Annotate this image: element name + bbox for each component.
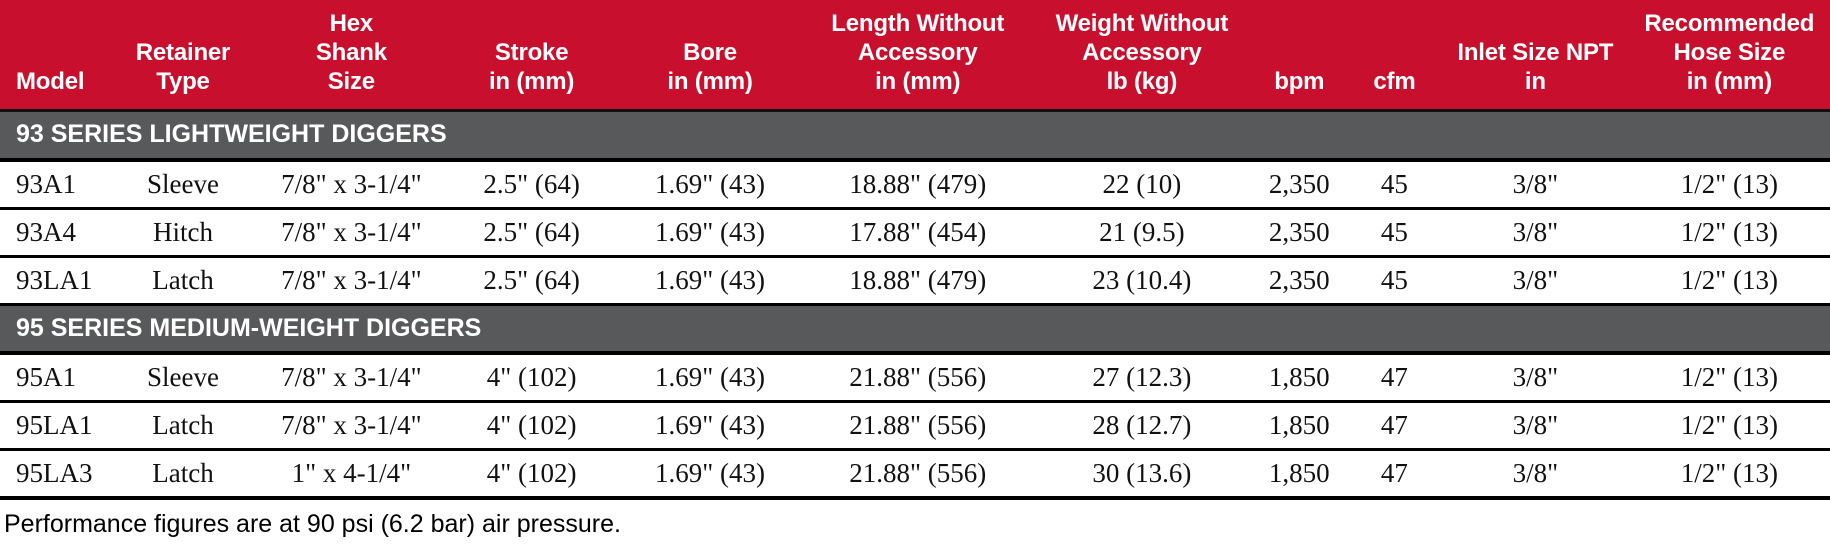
- data-cell-bore: 1.69" (43): [616, 208, 804, 258]
- column-header-inlet: Inlet Size NPT in: [1442, 0, 1629, 112]
- data-cell-weight: 30 (13.6): [1032, 449, 1252, 501]
- data-cell-length: 18.88" (479): [803, 159, 1033, 210]
- data-cell-hex: 7/8" x 3-1/4": [256, 401, 447, 452]
- data-cell-hose: 1/2" (13): [1628, 256, 1830, 306]
- model-cell: 93A1: [0, 159, 110, 210]
- data-cell-bpm: 2,350: [1251, 159, 1347, 210]
- data-cell-bpm: 2,350: [1251, 256, 1347, 306]
- data-cell-hex: 7/8" x 3-1/4": [256, 208, 447, 258]
- data-cell-inlet: 3/8": [1442, 159, 1629, 210]
- data-cell-weight: 23 (10.4): [1032, 256, 1252, 306]
- data-cell-bpm: 1,850: [1251, 401, 1347, 452]
- data-cell-inlet: 3/8": [1442, 401, 1629, 452]
- data-cell-retainer: Hitch: [109, 208, 257, 258]
- data-cell-bpm: 1,850: [1251, 353, 1347, 404]
- section-row: 95 SERIES MEDIUM-WEIGHT DIGGERS: [0, 302, 1830, 356]
- data-cell-weight: 28 (12.7): [1032, 401, 1252, 452]
- header-row: Model Retainer Type Hex Shank Size Stroke i…: [0, 0, 1830, 112]
- section-title: 93 SERIES LIGHTWEIGHT DIGGERS: [0, 109, 1830, 162]
- data-cell-stroke: 4" (102): [446, 353, 617, 404]
- data-cell-retainer: Sleeve: [109, 353, 257, 404]
- data-cell-hose: 1/2" (13): [1628, 353, 1830, 404]
- data-cell-inlet: 3/8": [1442, 208, 1629, 258]
- column-header-hose: Recommended Hose Size in (mm): [1628, 0, 1830, 112]
- column-header-weight: Weight Without Accessory lb (kg): [1032, 0, 1252, 112]
- model-cell: 95A1: [0, 353, 110, 404]
- data-cell-hose: 1/2" (13): [1628, 401, 1830, 452]
- table-row: 95A1 Sleeve 7/8" x 3-1/4" 4" (102) 1.69" (43…: [0, 353, 1830, 404]
- column-header-bore: Bore in (mm): [616, 0, 804, 112]
- data-cell-stroke: 2.5" (64): [446, 159, 617, 210]
- data-cell-cfm: 47: [1346, 401, 1442, 452]
- column-header-retainer: Retainer Type: [109, 0, 257, 112]
- data-cell-hose: 1/2" (13): [1628, 208, 1830, 258]
- data-cell-bore: 1.69" (43): [616, 256, 804, 306]
- data-cell-stroke: 4" (102): [446, 449, 617, 501]
- data-cell-length: 21.88" (556): [803, 449, 1033, 501]
- data-cell-inlet: 3/8": [1442, 256, 1629, 306]
- column-header-stroke: Stroke in (mm): [446, 0, 617, 112]
- data-cell-length: 17.88" (454): [803, 208, 1033, 258]
- data-cell-length: 21.88" (556): [803, 401, 1033, 452]
- table-body: 93 SERIES LIGHTWEIGHT DIGGERS 93A1 Sleeve 7…: [0, 109, 1830, 501]
- model-cell: 95LA3: [0, 449, 110, 501]
- spec-table: Model Retainer Type Hex Shank Size Stroke i…: [0, 0, 1830, 501]
- table-row: 93A1 Sleeve 7/8" x 3-1/4" 2.5" (64) 1.69" (4…: [0, 159, 1830, 210]
- data-cell-cfm: 47: [1346, 353, 1442, 404]
- table-row: 95LA1 Latch 7/8" x 3-1/4" 4" (102) 1.69" (43…: [0, 401, 1830, 452]
- data-cell-hose: 1/2" (13): [1628, 449, 1830, 501]
- data-cell-weight: 22 (10): [1032, 159, 1252, 210]
- data-cell-weight: 21 (9.5): [1032, 208, 1252, 258]
- data-cell-bore: 1.69" (43): [616, 401, 804, 452]
- model-cell: 93LA1: [0, 256, 110, 306]
- data-cell-stroke: 2.5" (64): [446, 256, 617, 306]
- data-cell-retainer: Latch: [109, 256, 257, 306]
- data-cell-bpm: 2,350: [1251, 208, 1347, 258]
- column-header-model: Model: [0, 0, 110, 112]
- model-cell: 95LA1: [0, 401, 110, 452]
- section-title: 95 SERIES MEDIUM-WEIGHT DIGGERS: [0, 302, 1830, 356]
- data-cell-retainer: Latch: [109, 449, 257, 501]
- data-cell-hose: 1/2" (13): [1628, 159, 1830, 210]
- performance-footnote: Performance figures are at 90 psi (6.2 b…: [4, 510, 621, 539]
- data-cell-bore: 1.69" (43): [616, 159, 804, 210]
- data-cell-weight: 27 (12.3): [1032, 353, 1252, 404]
- data-cell-hex: 7/8" x 3-1/4": [256, 256, 447, 306]
- model-cell: 93A4: [0, 208, 110, 258]
- table-header: Model Retainer Type Hex Shank Size Stroke i…: [0, 0, 1830, 112]
- data-cell-inlet: 3/8": [1442, 353, 1629, 404]
- column-header-length: Length Without Accessory in (mm): [803, 0, 1033, 112]
- data-cell-hex: 7/8" x 3-1/4": [256, 159, 447, 210]
- section-row: 93 SERIES LIGHTWEIGHT DIGGERS: [0, 109, 1830, 162]
- data-cell-stroke: 2.5" (64): [446, 208, 617, 258]
- data-cell-bore: 1.69" (43): [616, 353, 804, 404]
- table-row: 95LA3 Latch 1" x 4-1/4" 4" (102) 1.69" (43) 2…: [0, 449, 1830, 501]
- data-cell-cfm: 45: [1346, 256, 1442, 306]
- data-cell-hex: 1" x 4-1/4": [256, 449, 447, 501]
- table-row: 93A4 Hitch 7/8" x 3-1/4" 2.5" (64) 1.69" (43…: [0, 208, 1830, 258]
- data-cell-bpm: 1,850: [1251, 449, 1347, 501]
- data-cell-retainer: Latch: [109, 401, 257, 452]
- data-cell-bore: 1.69" (43): [616, 449, 804, 501]
- data-cell-length: 18.88" (479): [803, 256, 1033, 306]
- data-cell-stroke: 4" (102): [446, 401, 617, 452]
- data-cell-inlet: 3/8": [1442, 449, 1629, 501]
- data-cell-cfm: 47: [1346, 449, 1442, 501]
- column-header-cfm: cfm: [1346, 0, 1442, 112]
- column-header-hex: Hex Shank Size: [256, 0, 447, 112]
- table-row: 93LA1 Latch 7/8" x 3-1/4" 2.5" (64) 1.69" (4…: [0, 256, 1830, 306]
- data-cell-cfm: 45: [1346, 208, 1442, 258]
- column-header-bpm: bpm: [1251, 0, 1347, 112]
- data-cell-hex: 7/8" x 3-1/4": [256, 353, 447, 404]
- data-cell-cfm: 45: [1346, 159, 1442, 210]
- data-cell-length: 21.88" (556): [803, 353, 1033, 404]
- data-cell-retainer: Sleeve: [109, 159, 257, 210]
